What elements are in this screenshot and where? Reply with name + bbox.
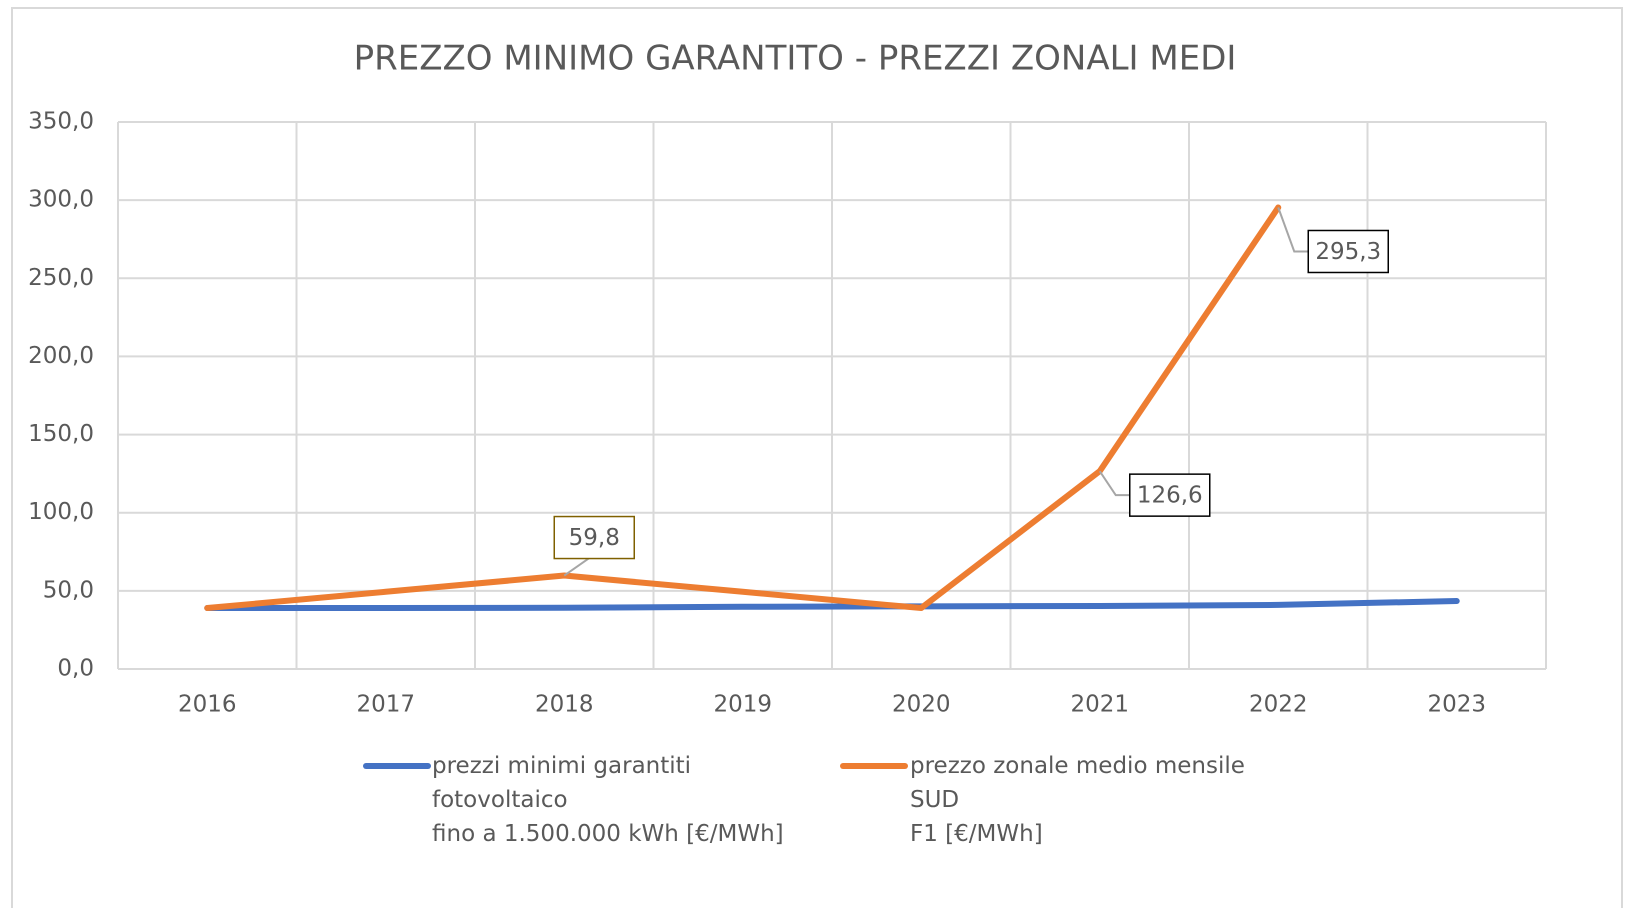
chart-title: PREZZO MINIMO GARANTITO - PREZZI ZONALI … [354, 39, 1237, 79]
x-tick-label: 2016 [178, 692, 237, 718]
y-tick-label: 100,0 [28, 499, 94, 525]
leader-line [1098, 470, 1130, 497]
y-tick-label: 350,0 [28, 109, 94, 135]
x-tick-label: 2022 [1249, 692, 1308, 718]
y-tick-label: 200,0 [28, 343, 94, 369]
x-tick-label: 2020 [892, 692, 951, 718]
x-tick-label: 2019 [713, 692, 772, 718]
data-label: 295,3 [1315, 239, 1381, 265]
data-label-box [553, 515, 635, 560]
legend-label: prezzo zonale medio mensile SUD F1 [€/MW… [910, 753, 1245, 847]
data-label-box [1129, 473, 1211, 517]
y-tick-label: 150,0 [28, 421, 94, 447]
data-label-box [1307, 229, 1389, 274]
y-tick-label: 50,0 [43, 577, 94, 603]
x-tick-label: 2021 [1070, 692, 1129, 718]
data-label: 59,8 [569, 525, 620, 551]
series-line [204, 204, 1282, 612]
y-tick-label: 250,0 [28, 265, 94, 291]
x-tick-label: 2023 [1427, 692, 1486, 718]
leader-line [1277, 207, 1309, 253]
x-tick-label: 2017 [356, 692, 415, 718]
chart-frame [11, 7, 1623, 908]
series-line [204, 598, 1460, 612]
legend-label: prezzi minimi garantiti fotovoltaico fin… [432, 753, 784, 847]
x-tick-label: 2018 [535, 692, 594, 718]
y-tick-label: 0,0 [57, 656, 94, 682]
data-label: 126,6 [1137, 483, 1203, 509]
y-tick-label: 300,0 [28, 187, 94, 213]
